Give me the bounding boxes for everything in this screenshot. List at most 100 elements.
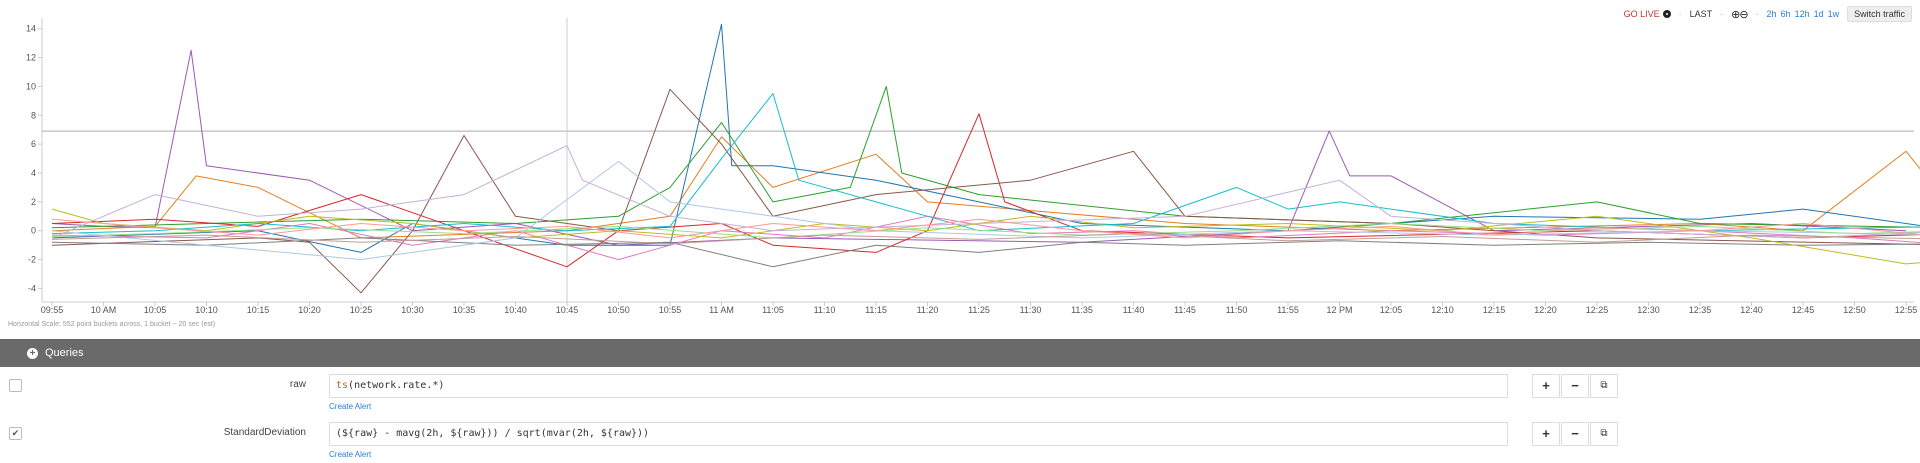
range-1d[interactable]: 1d <box>1813 9 1824 19</box>
switch-traffic-button[interactable]: Switch traffic <box>1847 6 1912 22</box>
zoom-out-icon[interactable]: ⊖ <box>1739 8 1748 21</box>
x-tick-label: 12:05 <box>1380 305 1403 315</box>
x-tick-label: 10:35 <box>453 305 476 315</box>
x-tick-label: 10:20 <box>298 305 321 315</box>
y-tick-label: 10 <box>26 81 36 91</box>
x-tick-label: 11:25 <box>968 305 990 315</box>
query-name: raw <box>289 379 306 390</box>
x-tick-label: 10:15 <box>247 305 270 315</box>
create-alert-link[interactable]: Create Alert <box>329 402 372 411</box>
copy-query-button[interactable]: ⧉ <box>1590 422 1618 446</box>
y-tick-label: 14 <box>26 24 36 34</box>
add-query-button[interactable]: + <box>1532 374 1560 398</box>
x-tick-label: 12:15 <box>1483 305 1506 315</box>
x-tick-label: 10:25 <box>350 305 373 315</box>
x-tick-label: 12:55 <box>1895 305 1918 315</box>
x-tick-label: 12 PM <box>1326 305 1352 315</box>
x-tick-label: 11:35 <box>1071 305 1093 315</box>
x-tick-label: 10:55 <box>659 305 682 315</box>
range-2h[interactable]: 2h <box>1766 9 1777 19</box>
x-tick-label: 12:50 <box>1843 305 1866 315</box>
series-line <box>51 237 1920 268</box>
x-tick-label: 12:25 <box>1586 305 1609 315</box>
series-line <box>51 88 1920 294</box>
y-tick-label: 0 <box>31 226 36 236</box>
series-line <box>51 233 1920 245</box>
query-input[interactable]: (${raw} - mavg(2h, ${raw})) / sqrt(mvar(… <box>329 422 1508 446</box>
x-tick-label: 10:45 <box>556 305 579 315</box>
plus-circle-icon[interactable]: + <box>27 347 38 359</box>
line-chart[interactable]: 14 12 10 8 6 4 2 0 -2 -4 09:55 10 AM 10:05 10:10 10:15… <box>0 0 1920 320</box>
y-tick-label: 8 <box>31 110 36 120</box>
go-live-button[interactable]: GO LIVE <box>1624 9 1671 19</box>
query-checkbox[interactable]: ✔ <box>9 427 22 440</box>
query-row: raw ts(network.rate.*) Create Alert + − … <box>0 374 1920 414</box>
x-tick-label: 10:05 <box>144 305 167 315</box>
y-tick-label: 2 <box>31 197 36 207</box>
query-row: ✔ StandardDeviation (${raw} - mavg(2h, $… <box>0 422 1920 462</box>
query-expression: (${raw} - mavg(2h, ${raw})) / sqrt(mvar(… <box>336 428 650 439</box>
series-line <box>51 23 1920 253</box>
query-buttons: + − ⧉ <box>1532 422 1619 446</box>
x-tick-label: 11:15 <box>865 305 887 315</box>
create-alert-link[interactable]: Create Alert <box>329 450 372 459</box>
series-line <box>51 85 1920 229</box>
y-tick-label: 4 <box>31 168 36 178</box>
y-tick-label: 12 <box>26 53 36 63</box>
series-line <box>51 136 1920 239</box>
time-range-links: 2h 6h 12h 1d 1w <box>1767 9 1840 19</box>
x-tick-label: 11:40 <box>1123 305 1145 315</box>
range-1w[interactable]: 1w <box>1827 9 1840 19</box>
query-function: ts <box>336 380 349 391</box>
series-line <box>51 223 1920 239</box>
series-line <box>51 218 1920 239</box>
separator: · <box>1720 9 1724 19</box>
query-buttons: + − ⧉ <box>1532 374 1619 398</box>
x-tick-label: 10:50 <box>607 305 630 315</box>
record-icon <box>1662 10 1671 18</box>
queries-title: Queries <box>45 347 84 359</box>
x-tick-label: 10 AM <box>91 305 117 315</box>
y-tick-label: 6 <box>31 139 36 149</box>
x-tick-label: 11 AM <box>709 305 734 315</box>
chart-toolbar: GO LIVE · LAST · ⊕⊖ · 2h 6h 12h 1d 1w Sw… <box>1624 6 1912 22</box>
x-tick-label: 11:05 <box>762 305 784 315</box>
x-tick-label: 10:30 <box>401 305 424 315</box>
zoom-in-icon[interactable]: ⊕ <box>1731 8 1740 21</box>
horizontal-scale-caption: Horizontal Scale: 552 point buckets acro… <box>8 321 216 328</box>
separator: · <box>1755 9 1759 19</box>
x-tick-label: 12:40 <box>1740 305 1763 315</box>
go-live-label: GO LIVE <box>1623 9 1660 19</box>
x-tick-label: 11:20 <box>917 305 939 315</box>
series-line <box>51 145 1920 239</box>
last-button[interactable]: LAST <box>1689 9 1713 19</box>
series-line <box>51 113 1920 268</box>
x-tick-label: 12:10 <box>1431 305 1454 315</box>
queries-header[interactable]: + Queries <box>0 339 1920 367</box>
query-checkbox[interactable] <box>9 379 22 392</box>
x-tick-label: 11:50 <box>1226 305 1248 315</box>
add-query-button[interactable]: + <box>1532 422 1560 446</box>
series-line <box>51 93 1920 235</box>
separator: · <box>1678 9 1682 19</box>
x-tick-label: 09:55 <box>41 305 64 315</box>
x-tick-label: 12:35 <box>1689 305 1712 315</box>
copy-query-button[interactable]: ⧉ <box>1590 374 1618 398</box>
series-line <box>51 208 1920 265</box>
x-tick-label: 11:10 <box>814 305 836 315</box>
x-tick-label: 11:55 <box>1277 305 1299 315</box>
range-12h[interactable]: 12h <box>1794 9 1810 19</box>
remove-query-button[interactable]: − <box>1561 422 1589 446</box>
query-input[interactable]: ts(network.rate.*) <box>329 374 1508 398</box>
range-6h[interactable]: 6h <box>1780 9 1791 19</box>
zoom-icons[interactable]: ⊕⊖ <box>1731 8 1748 21</box>
x-tick-label: 11:30 <box>1020 305 1042 315</box>
y-tick-label: -2 <box>28 255 36 265</box>
x-tick-label: 11:45 <box>1174 305 1196 315</box>
remove-query-button[interactable]: − <box>1561 374 1589 398</box>
x-tick-label: 10:10 <box>195 305 218 315</box>
series-line <box>51 49 1907 246</box>
x-tick-label: 12:45 <box>1792 305 1815 315</box>
x-tick-label: 12:20 <box>1534 305 1557 315</box>
y-tick-label: -4 <box>28 283 36 293</box>
